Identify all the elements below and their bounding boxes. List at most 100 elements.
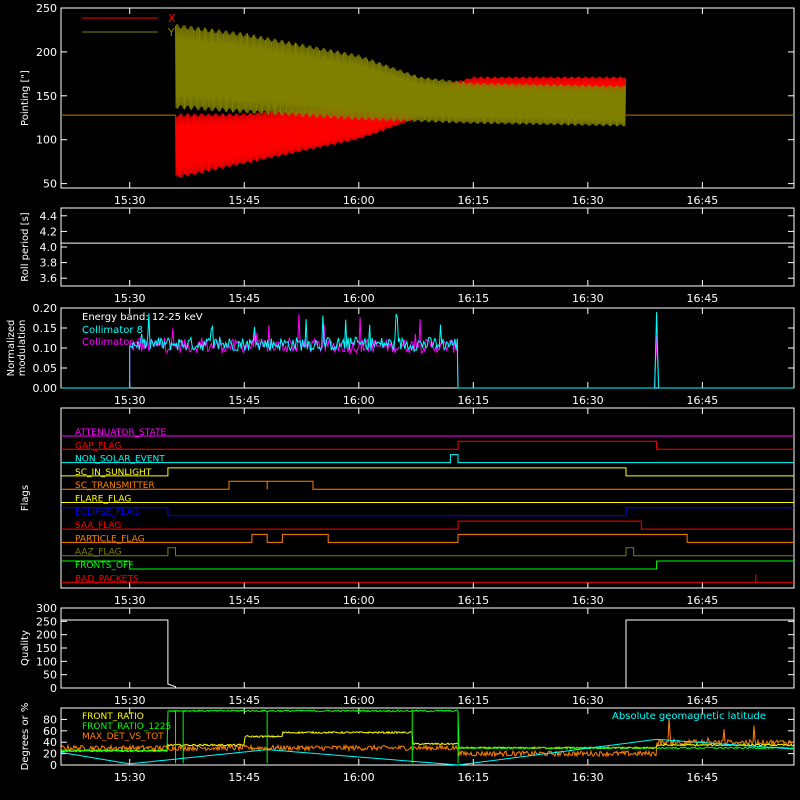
modulation-ytick-label: 0.00 <box>33 382 58 395</box>
pointing-ytick-label: 250 <box>36 2 57 15</box>
modulation-xtick-label: 16:15 <box>457 394 489 407</box>
flags-xtick-label: 16:45 <box>687 594 719 607</box>
roll-period-panel: 15:30 15:45 16:00 16:15 16:30 16:45 3.6 3.8 4.0 4… <box>20 207 795 305</box>
roll-ytick-label: 4.2 <box>40 225 58 238</box>
flags-series-sc-transmitter <box>61 480 794 490</box>
flags-series-label: AAZ_FLAG <box>75 548 122 558</box>
quality-ytick-label: 100 <box>36 655 57 668</box>
flags-series-label: PARTICLE_FLAG <box>75 534 145 544</box>
ratios-series-geomagnetic-latitude <box>60 738 794 766</box>
pointing-series-y <box>175 24 626 127</box>
modulation-xtick-label: 16:00 <box>343 394 375 407</box>
pointing-ytick-label: 50 <box>43 178 57 191</box>
flags-series-label: NON_SOLAR_EVENT <box>75 455 165 465</box>
quality-ytick-label: 300 <box>36 602 57 615</box>
pointing-xtick-label: 15:45 <box>228 194 260 207</box>
flags-series-label: FLARE_FLAG <box>75 495 131 505</box>
flags-series-label: BAD_PACKETS <box>75 574 139 584</box>
roll-xtick-label: 16:00 <box>343 292 375 305</box>
flags-panel: 15:30 15:45 16:00 16:15 16:30 16:45 Flags ATTEN… <box>20 407 795 607</box>
ratios-xtick-label: 15:45 <box>228 771 260 784</box>
flags-xtick-label: 16:30 <box>572 594 604 607</box>
ratios-xtick-label: 16:30 <box>572 771 604 784</box>
ratios-legend-label: FRONT_RATIO <box>82 712 144 722</box>
flags-ylabel: Flags <box>20 485 31 511</box>
flags-frame <box>60 407 795 589</box>
flags-xtick-label: 15:30 <box>114 594 146 607</box>
modulation-legend-label: Collimator 8 <box>82 325 143 336</box>
modulation-ylabel: Normalizedmodulation <box>6 320 28 377</box>
flags-series-label: SAA_FLAG <box>75 521 121 531</box>
flags-series-label: ATTENUATOR_STATE <box>75 428 167 438</box>
pointing-ytick-label: 150 <box>36 90 57 103</box>
ratios-ylabel: Degrees or % <box>20 703 31 771</box>
quality-xtick-label: 16:00 <box>343 694 375 707</box>
modulation-ylabel-line: modulation <box>17 320 28 377</box>
modulation-panel: 15:30 15:45 16:00 16:15 16:30 16:45 0.00 0.05 0.… <box>6 302 795 407</box>
ratios-ytick-label: 60 <box>43 725 57 738</box>
quality-series-line <box>61 619 794 689</box>
flags-series-label: GAP_FLAG <box>75 441 121 451</box>
roll-xtick-label: 15:45 <box>228 292 260 305</box>
modulation-ytick-label: 0.05 <box>33 362 58 375</box>
quality-xtick-label: 16:15 <box>457 694 489 707</box>
flags-xtick-label: 15:45 <box>228 594 260 607</box>
pointing-legend-label: X <box>168 12 176 25</box>
flags-xtick-label: 16:00 <box>343 594 375 607</box>
pointing-xtick-label: 16:00 <box>343 194 375 207</box>
modulation-legend-label: Collimator 9 <box>82 337 143 348</box>
roll-xtick-label: 16:15 <box>457 292 489 305</box>
pointing-xtick-label: 16:15 <box>457 194 489 207</box>
roll-ytick-label: 4.0 <box>40 241 58 254</box>
roll-ytick-label: 4.4 <box>40 210 58 223</box>
ratios-ytick-label: 40 <box>43 736 57 749</box>
quality-xtick-label: 15:30 <box>114 694 146 707</box>
quality-ytick-label: 250 <box>36 615 57 628</box>
modulation-annotation: Energy band: 12-25 keV <box>82 312 203 323</box>
pointing-xtick-label: 16:30 <box>572 194 604 207</box>
roll-ytick-label: 3.8 <box>40 257 58 270</box>
quality-ytick-label: 150 <box>36 642 57 655</box>
ratios-xtick-label: 16:15 <box>457 771 489 784</box>
modulation-xtick-label: 15:45 <box>228 394 260 407</box>
pointing-xtick-label: 16:45 <box>687 194 719 207</box>
ratios-ytick-label: 80 <box>43 713 57 726</box>
quality-ytick-label: 50 <box>43 669 57 682</box>
modulation-xtick-label: 16:45 <box>687 394 719 407</box>
roll-xtick-label: 16:30 <box>572 292 604 305</box>
flags-series-sc-in-sunlight <box>61 467 794 477</box>
flags-xtick-label: 16:15 <box>457 594 489 607</box>
ratios-ytick-label: 20 <box>43 748 57 761</box>
pointing-legend-label: Y <box>167 26 175 39</box>
ratios-ytick-label: 0 <box>50 759 57 772</box>
pointing-panel: 15:30 15:45 16:00 16:15 16:30 16:45 50 100 150 20… <box>20 2 795 207</box>
flags-series-saa-flag <box>61 520 794 530</box>
flags-series-particle-flag <box>61 533 794 543</box>
flags-series-label: ECLIPSE_FLAG <box>75 508 139 518</box>
roll-ytick-label: 3.6 <box>40 272 58 285</box>
flags-series-bad-packets <box>61 574 794 583</box>
flags-series-fronts-off <box>61 560 794 570</box>
modulation-ytick-label: 0.20 <box>33 302 58 315</box>
quality-ylabel: Quality <box>20 630 31 666</box>
ratios-annotation: Absolute geomagnetic latitude <box>612 711 766 722</box>
ratios-legend-label: FRONT_RATIO_1225 <box>82 722 171 732</box>
flags-series-non-solar-event <box>61 454 794 464</box>
pointing-frame <box>60 7 795 189</box>
ratios-frame <box>60 707 795 766</box>
flags-series-eclipse-flag <box>61 507 794 517</box>
pointing-ytick-label: 200 <box>36 46 57 59</box>
ratios-xtick-label: 16:00 <box>343 771 375 784</box>
quality-xtick-label: 16:45 <box>687 694 719 707</box>
ratios-xtick-label: 16:45 <box>687 771 719 784</box>
flags-series-label: SC_IN_SUNLIGHT <box>75 468 152 478</box>
modulation-ytick-label: 0.15 <box>33 322 58 335</box>
modulation-ylabel-line: Normalized <box>6 320 17 377</box>
pointing-ytick-label: 100 <box>36 134 57 147</box>
roll-xtick-label: 15:30 <box>114 292 146 305</box>
pointing-xtick-label: 15:30 <box>114 194 146 207</box>
modulation-xtick-label: 15:30 <box>114 394 146 407</box>
modulation-ytick-label: 0.10 <box>33 342 58 355</box>
